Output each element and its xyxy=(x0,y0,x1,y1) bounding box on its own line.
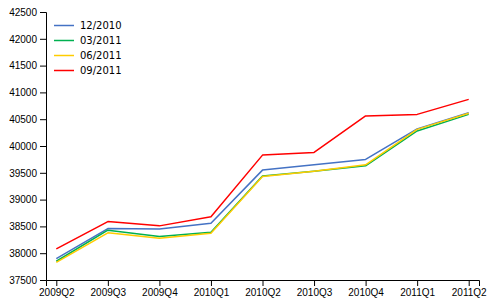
tick-mark xyxy=(40,226,46,227)
tick-mark xyxy=(314,280,315,286)
tick-mark xyxy=(40,92,46,93)
tick-mark xyxy=(211,280,212,286)
x-tick: 2010Q2 xyxy=(245,280,281,298)
tick-mark xyxy=(40,280,46,281)
tick-label: 39500 xyxy=(9,168,37,179)
tick-label: 37500 xyxy=(9,275,37,286)
tick-label: 41500 xyxy=(9,60,37,71)
x-tick: 2009Q2 xyxy=(39,280,75,298)
legend-item: 06/2011 xyxy=(54,50,122,61)
y-axis: 37500 38000 38500 39000 39500 40000 40500 41000… xyxy=(9,7,46,286)
plot: 2009Q2 2009Q3 2009Q4 2010Q1 2010Q2 2010Q3 2010… xyxy=(9,7,487,298)
tick-label: 38000 xyxy=(9,248,37,259)
legend-label: 03/2011 xyxy=(80,35,122,46)
y-tick: 39500 xyxy=(9,168,46,179)
legend-item: 03/2011 xyxy=(54,35,122,46)
tick-label: 42500 xyxy=(9,7,37,18)
axis-line xyxy=(40,13,47,281)
tick-label: 2011Q1 xyxy=(400,287,435,298)
tick-label: 2010Q2 xyxy=(245,287,281,298)
x-tick: 2009Q3 xyxy=(91,280,127,298)
legend-item: 09/2011 xyxy=(54,65,122,76)
tick-label: 2009Q2 xyxy=(39,287,75,298)
legend-label: 06/2011 xyxy=(80,50,122,61)
y-tick: 37500 xyxy=(9,275,46,286)
tick-label: 42000 xyxy=(9,34,37,45)
x-tick: 2011Q1 xyxy=(400,280,435,298)
y-tick: 38500 xyxy=(9,221,46,232)
y-tick: 42500 xyxy=(9,7,46,18)
x-tick: 2010Q3 xyxy=(297,280,333,298)
tick-label: 40500 xyxy=(9,114,37,125)
tick-label: 2010Q1 xyxy=(194,287,230,298)
x-tick: 2010Q1 xyxy=(194,280,230,298)
tick-mark xyxy=(40,200,46,201)
tick-label: 41000 xyxy=(9,87,37,98)
legend-label: 12/2010 xyxy=(80,20,122,31)
chart: 2009Q2 2009Q3 2009Q4 2010Q1 2010Q2 2010Q3 2010… xyxy=(0,0,493,304)
series-line xyxy=(56,113,468,259)
x-tick: 2009Q4 xyxy=(142,280,178,298)
y-tick: 41500 xyxy=(9,60,46,71)
tick-mark xyxy=(56,280,57,286)
legend-swatch xyxy=(54,40,74,42)
tick-label: 2010Q4 xyxy=(348,287,384,298)
tick-mark xyxy=(40,66,46,67)
y-tick: 38000 xyxy=(9,248,46,259)
tick-mark xyxy=(40,39,46,40)
x-tick: 2010Q4 xyxy=(348,280,384,298)
y-tick: 42000 xyxy=(9,34,46,45)
tick-mark xyxy=(417,280,418,286)
y-tick: 40500 xyxy=(9,114,46,125)
tick-label: 2011Q2 xyxy=(452,287,487,298)
tick-mark xyxy=(40,146,46,147)
tick-label: 39000 xyxy=(9,194,37,205)
tick-label: 2009Q4 xyxy=(142,287,178,298)
x-axis: 2009Q2 2009Q3 2009Q4 2010Q1 2010Q2 2010Q3 2010… xyxy=(39,280,487,298)
y-tick: 41000 xyxy=(9,87,46,98)
legend-label: 09/2011 xyxy=(80,65,122,76)
tick-mark xyxy=(40,12,46,13)
series-line xyxy=(56,99,468,249)
y-tick: 39000 xyxy=(9,194,46,205)
legend-item: 12/2010 xyxy=(54,20,122,31)
tick-label: 2010Q3 xyxy=(297,287,333,298)
x-tick: 2011Q2 xyxy=(452,280,487,298)
legend: 12/2010 03/2011 06/2011 09/2011 xyxy=(54,20,122,76)
tick-mark xyxy=(366,280,367,286)
tick-mark xyxy=(40,119,46,120)
tick-mark xyxy=(159,280,160,286)
y-tick: 40000 xyxy=(9,141,46,152)
tick-mark xyxy=(40,173,46,174)
legend-swatch xyxy=(54,25,74,27)
axis-line xyxy=(47,281,480,287)
series-group xyxy=(56,99,468,262)
tick-label: 40000 xyxy=(9,141,37,152)
legend-swatch xyxy=(54,55,74,57)
series-line xyxy=(56,113,468,262)
tick-mark xyxy=(40,253,46,254)
tick-mark xyxy=(108,280,109,286)
tick-label: 38500 xyxy=(9,221,37,232)
tick-mark xyxy=(469,280,470,286)
tick-label: 2009Q3 xyxy=(91,287,127,298)
tick-mark xyxy=(263,280,264,286)
legend-swatch xyxy=(54,70,74,72)
